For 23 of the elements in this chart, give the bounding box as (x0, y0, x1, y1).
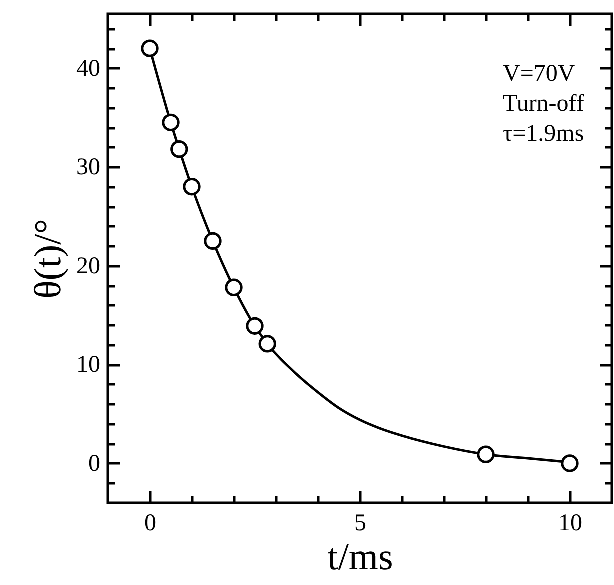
y-tick-label: 10 (76, 352, 100, 378)
point (183, 178, 201, 196)
point (225, 278, 243, 296)
y-tick-label: 20 (76, 253, 100, 280)
point (477, 446, 495, 464)
y-tick-label: 40 (76, 56, 100, 82)
x-tick-label: 10 (558, 510, 582, 536)
point (561, 454, 579, 472)
point (141, 40, 159, 58)
x-axis-title: t/ms (328, 536, 394, 578)
point (258, 335, 276, 353)
x-tick-label: 5 (354, 510, 366, 536)
point (162, 114, 180, 132)
y-tick-label: 0 (88, 450, 100, 477)
y-tick-label: 30 (76, 154, 100, 181)
point (204, 232, 222, 250)
x-tick-label: 0 (144, 510, 156, 536)
annotation: Turn-off (503, 91, 584, 117)
y-axis-title: θ(t)/° (28, 219, 70, 299)
annotation: τ=1.9ms (503, 121, 584, 147)
annotation: V=70V (503, 61, 576, 87)
point (246, 317, 264, 335)
point (170, 140, 188, 158)
